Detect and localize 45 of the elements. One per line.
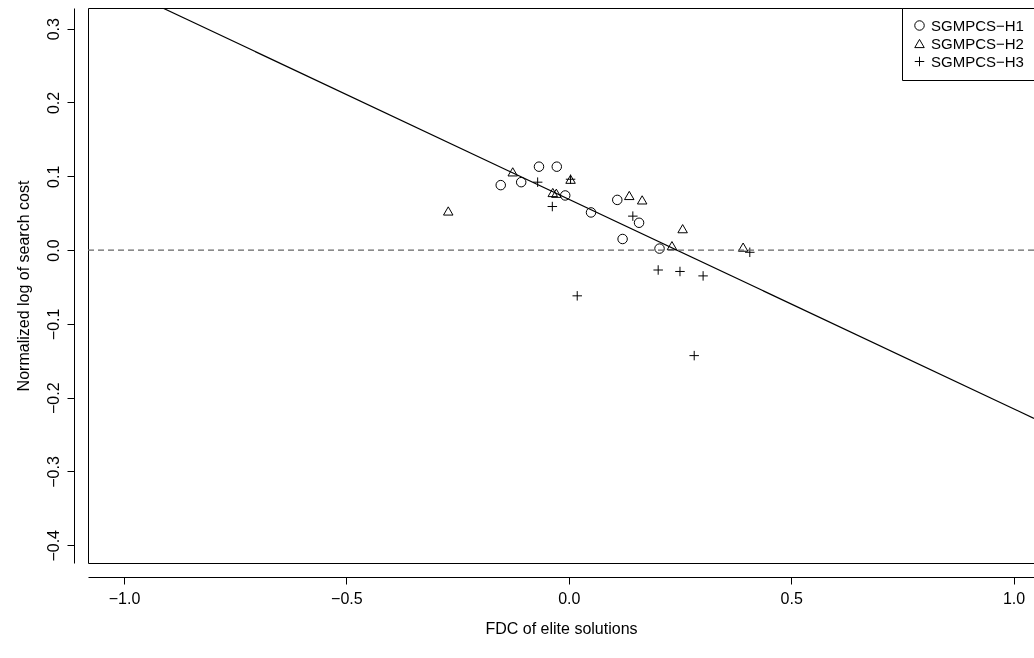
point	[547, 187, 559, 198]
point	[495, 179, 506, 191]
point	[633, 217, 645, 228]
legend-label: SGMPCS−H3	[931, 52, 1024, 70]
legend-label: SGMPCS−H1	[931, 16, 1024, 34]
point	[697, 270, 709, 282]
x-tick-label: −1.0	[108, 589, 141, 607]
y-tick-label: −0.1	[44, 308, 62, 341]
point	[688, 350, 700, 361]
point	[585, 207, 597, 218]
point	[624, 190, 635, 201]
y-tick-label: 0.1	[44, 165, 62, 188]
point	[677, 224, 688, 234]
point	[571, 290, 583, 302]
point	[443, 206, 454, 216]
point	[627, 210, 639, 222]
point	[617, 233, 628, 245]
y-tick-label: 0.3	[44, 17, 62, 41]
y-tick-label: 0.2	[44, 91, 62, 115]
y-tick-label: −0.4	[44, 529, 62, 562]
x-tick-label: 1.0	[1002, 589, 1026, 607]
y-tick-label: −0.2	[44, 382, 62, 414]
x-tick-label: 0.5	[780, 589, 803, 607]
y-axis-title: Normalized log of search cost	[14, 180, 32, 392]
x-tick-label: 0.0	[558, 589, 581, 607]
point	[533, 161, 545, 172]
point	[744, 247, 756, 258]
point	[612, 194, 623, 206]
point	[551, 161, 563, 172]
legend-label: SGMPCS−H2	[931, 34, 1024, 52]
point	[515, 176, 527, 188]
point	[737, 242, 749, 252]
point	[532, 176, 543, 188]
point	[674, 266, 686, 277]
y-tick-label: 0.0	[44, 239, 62, 262]
point	[551, 188, 562, 198]
x-axis-title: FDC of elite solutions	[485, 619, 638, 637]
point	[547, 201, 558, 212]
point	[654, 243, 665, 254]
point	[652, 264, 664, 276]
point	[507, 167, 518, 177]
x-tick-label: −0.5	[331, 589, 363, 607]
point	[559, 190, 571, 201]
y-tick-label: −0.3	[44, 456, 62, 488]
point	[636, 195, 648, 205]
